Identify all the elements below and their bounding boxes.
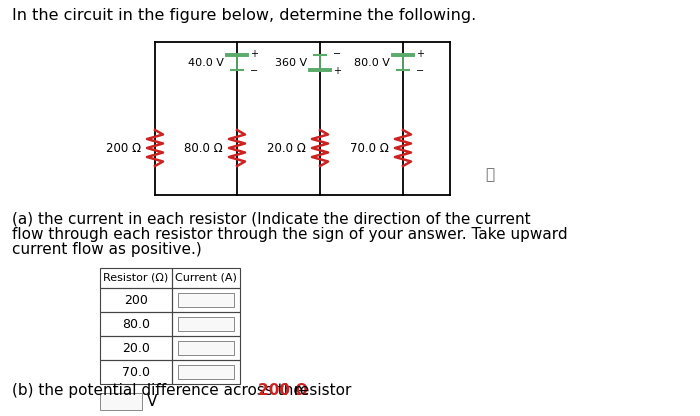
- Text: V: V: [147, 394, 158, 409]
- Text: +: +: [416, 49, 424, 59]
- Text: 200 Ω: 200 Ω: [106, 141, 141, 154]
- Text: 80.0: 80.0: [122, 317, 150, 330]
- Text: −: −: [250, 66, 258, 76]
- Text: 80.0 Ω: 80.0 Ω: [184, 141, 223, 154]
- Text: 80.0 V: 80.0 V: [354, 57, 390, 67]
- Text: (b) the potential difference across the: (b) the potential difference across the: [12, 383, 308, 398]
- Text: 360 V: 360 V: [275, 57, 307, 67]
- Text: ⓘ: ⓘ: [485, 168, 495, 183]
- Text: (a) the current in each resistor (Indicate the direction of the current: (a) the current in each resistor (Indica…: [12, 212, 531, 227]
- Text: −: −: [333, 49, 341, 59]
- Text: flow through each resistor through the sign of your answer. Take upward: flow through each resistor through the s…: [12, 227, 568, 242]
- Bar: [172, 336, 240, 360]
- Bar: [172, 268, 240, 288]
- Text: In the circuit in the figure below, determine the following.: In the circuit in the figure below, dete…: [12, 8, 476, 23]
- Bar: [100, 336, 172, 360]
- Bar: [100, 288, 172, 312]
- Text: resistor: resistor: [288, 383, 351, 398]
- Bar: [178, 293, 234, 307]
- Text: +: +: [250, 49, 258, 59]
- Text: 20.0: 20.0: [122, 342, 150, 354]
- Bar: [100, 268, 172, 288]
- Bar: [100, 312, 172, 336]
- Bar: [100, 393, 142, 410]
- Text: 40.0 V: 40.0 V: [188, 57, 224, 67]
- Bar: [178, 341, 234, 355]
- Bar: [172, 360, 240, 384]
- Text: current flow as positive.): current flow as positive.): [12, 242, 202, 257]
- Text: Resistor (Ω): Resistor (Ω): [104, 273, 169, 283]
- Bar: [100, 360, 172, 384]
- Text: 200 Ω: 200 Ω: [258, 383, 308, 398]
- Text: 20.0 Ω: 20.0 Ω: [267, 141, 306, 154]
- Text: −: −: [416, 66, 424, 76]
- Bar: [172, 288, 240, 312]
- Bar: [172, 312, 240, 336]
- Text: 70.0: 70.0: [122, 366, 150, 379]
- Text: Current (A): Current (A): [175, 273, 237, 283]
- Text: 70.0 Ω: 70.0 Ω: [350, 141, 389, 154]
- Text: +: +: [333, 66, 341, 76]
- Bar: [178, 365, 234, 379]
- Text: 200: 200: [124, 294, 148, 307]
- Bar: [178, 317, 234, 331]
